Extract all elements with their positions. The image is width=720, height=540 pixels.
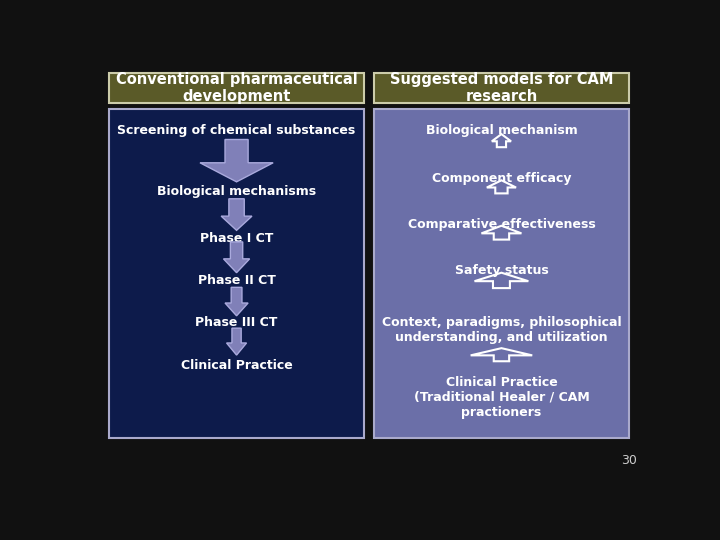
FancyBboxPatch shape (374, 72, 629, 103)
Text: Safety status: Safety status (454, 264, 549, 277)
Polygon shape (225, 287, 248, 316)
Text: Component efficacy: Component efficacy (432, 172, 571, 185)
Text: Phase II CT: Phase II CT (197, 274, 276, 287)
Text: Biological mechanisms: Biological mechanisms (157, 185, 316, 198)
Polygon shape (200, 139, 273, 182)
Text: Biological mechanism: Biological mechanism (426, 124, 577, 137)
Text: Context, paradigms, philosophical
understanding, and utilization: Context, paradigms, philosophical unders… (382, 316, 621, 345)
Polygon shape (223, 242, 250, 273)
Polygon shape (227, 328, 246, 355)
Text: 30: 30 (621, 454, 637, 467)
FancyBboxPatch shape (109, 72, 364, 103)
FancyBboxPatch shape (374, 110, 629, 438)
Text: Conventional pharmaceutical
development: Conventional pharmaceutical development (116, 72, 357, 104)
Text: Suggested models for CAM
research: Suggested models for CAM research (390, 72, 613, 104)
Polygon shape (221, 199, 252, 231)
Text: Clinical Practice
(Traditional Healer / CAM
practioners: Clinical Practice (Traditional Healer / … (413, 376, 589, 419)
Text: Phase I CT: Phase I CT (200, 232, 274, 245)
Text: Screening of chemical substances: Screening of chemical substances (117, 124, 356, 137)
Text: Comparative effectiveness: Comparative effectiveness (408, 219, 595, 232)
Text: Phase III CT: Phase III CT (195, 316, 278, 329)
Text: Clinical Practice: Clinical Practice (181, 359, 292, 372)
FancyBboxPatch shape (109, 110, 364, 438)
